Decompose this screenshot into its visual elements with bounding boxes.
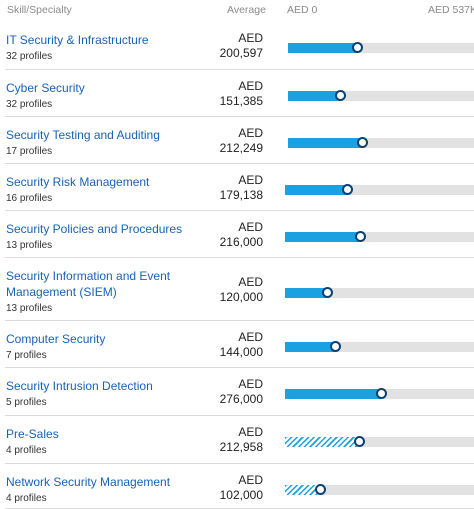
salary-bar-fill <box>285 232 360 242</box>
average-column-header: Average <box>227 4 266 16</box>
profile-count: 32 profiles <box>6 99 53 110</box>
salary-range-track <box>285 184 474 195</box>
row-divider <box>5 257 474 258</box>
range-min-label: AED 0 <box>287 4 318 16</box>
salary-bar-fill <box>285 437 359 447</box>
salary-range-track <box>285 231 474 242</box>
row-divider <box>5 463 474 464</box>
salary-range-track <box>288 42 474 53</box>
table-header: Skill/Specialty Average AED 0 AED 537K <box>0 0 474 22</box>
skill-name-link[interactable]: Security Intrusion Detection <box>6 379 153 393</box>
skill-name-link[interactable]: Security Information and Event Managemen… <box>6 269 171 299</box>
average-marker <box>342 184 354 195</box>
salary-range-track <box>285 436 474 447</box>
skill-row: Security Policies and Procedures 13 profi… <box>0 211 474 258</box>
average-currency: AED <box>238 330 263 344</box>
skill-row: Security Testing and Auditing 17 profiles… <box>0 117 474 164</box>
profile-count: 16 profiles <box>6 193 53 204</box>
row-divider <box>5 69 474 70</box>
skill-name-link[interactable]: Security Testing and Auditing <box>6 128 160 142</box>
average-value: 179,138 <box>219 188 263 202</box>
salary-bar-fill <box>285 485 321 495</box>
skill-row: Pre-Sales 4 profiles AED 212,958 <box>0 416 474 464</box>
salary-bar-fill <box>285 389 381 399</box>
row-divider <box>5 415 474 416</box>
profile-count: 4 profiles <box>6 493 47 504</box>
salary-range-track <box>285 341 474 352</box>
average-value: 144,000 <box>219 345 263 359</box>
skill-name-link[interactable]: Security Policies and Procedures <box>6 222 183 236</box>
salary-bar-fill <box>285 288 327 298</box>
average-value: 276,000 <box>219 392 263 406</box>
row-divider <box>5 367 474 368</box>
skill-row: Computer Security 7 profiles AED 144,000 <box>0 321 474 368</box>
average-marker <box>356 137 368 148</box>
salary-range-track <box>288 137 474 148</box>
average-marker <box>321 287 333 298</box>
average-currency: AED <box>238 377 263 391</box>
skill-name-link[interactable]: Security Risk Management <box>6 175 150 189</box>
salary-bar-fill <box>288 138 362 148</box>
skill-row: Network Security Management 4 profiles AED… <box>0 464 474 509</box>
average-marker <box>352 42 364 53</box>
average-currency: AED <box>238 425 263 439</box>
skill-row: Security Information and Event Managemen… <box>0 258 474 321</box>
average-currency: AED <box>238 79 263 93</box>
salary-range-track <box>285 484 474 495</box>
average-marker <box>335 90 347 101</box>
average-marker <box>315 484 327 495</box>
average-currency: AED <box>238 473 263 487</box>
average-currency: AED <box>238 31 263 45</box>
average-marker <box>354 231 366 242</box>
average-value: 216,000 <box>219 235 263 249</box>
skill-name-link[interactable]: Network Security Management <box>6 475 171 489</box>
salary-bar-fill <box>288 43 358 53</box>
average-currency: AED <box>238 126 263 140</box>
average-value: 212,958 <box>219 440 263 454</box>
skill-row: Security Risk Management 16 profiles AED 17… <box>0 164 474 211</box>
salary-range-track <box>285 287 474 298</box>
row-divider <box>5 163 474 164</box>
salary-bar-fill <box>288 91 341 101</box>
profile-count: 17 profiles <box>6 146 53 157</box>
profile-count: 7 profiles <box>6 350 47 361</box>
skill-name-link[interactable]: Pre-Sales <box>6 427 59 441</box>
range-max-label: AED 537K <box>428 4 474 16</box>
average-marker <box>329 341 341 352</box>
average-value: 200,597 <box>219 46 263 60</box>
skill-name-link[interactable]: Cyber Security <box>6 81 85 95</box>
average-currency: AED <box>238 173 263 187</box>
average-value: 151,385 <box>219 94 263 108</box>
row-divider <box>5 210 474 211</box>
profile-count: 5 profiles <box>6 397 47 408</box>
profile-count: 32 profiles <box>6 51 53 62</box>
row-divider <box>5 116 474 117</box>
salary-range-track <box>288 90 474 101</box>
skill-name-link[interactable]: Computer Security <box>6 332 106 346</box>
salary-bar-fill <box>285 342 335 352</box>
profile-count: 4 profiles <box>6 445 47 456</box>
average-marker <box>375 388 387 399</box>
average-currency: AED <box>238 275 263 289</box>
skill-row: Security Intrusion Detection 5 profiles AE… <box>0 368 474 416</box>
skill-row: Cyber Security 32 profiles AED 151,385 <box>0 70 474 117</box>
average-marker <box>353 436 365 447</box>
average-value: 212,249 <box>219 141 263 155</box>
average-value: 120,000 <box>219 290 263 304</box>
skill-name-link[interactable]: IT Security & Infrastructure <box>6 33 149 47</box>
salary-range-track <box>285 388 474 399</box>
row-divider <box>5 320 474 321</box>
skill-row: IT Security & Infrastructure 32 profiles A… <box>0 22 474 70</box>
profile-count: 13 profiles <box>6 240 53 251</box>
average-value: 102,000 <box>219 488 263 502</box>
average-currency: AED <box>238 220 263 234</box>
skill-column-header: Skill/Specialty <box>7 4 72 16</box>
profile-count: 13 profiles <box>6 303 53 314</box>
salary-bar-fill <box>285 185 348 195</box>
